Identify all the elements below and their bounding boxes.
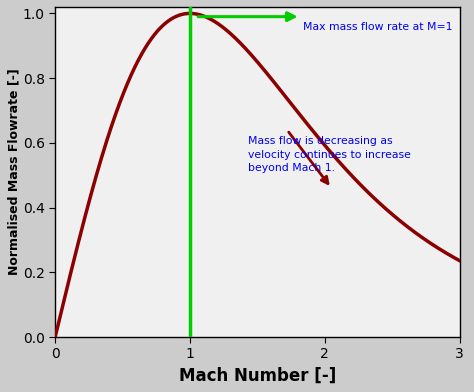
Text: Mass flow is decreasing as
velocity continues to increase
beyond Mach 1.: Mass flow is decreasing as velocity cont… [248,136,411,173]
Text: Max mass flow rate at M=1: Max mass flow rate at M=1 [303,22,453,31]
X-axis label: Mach Number [-]: Mach Number [-] [179,367,336,385]
Y-axis label: Normalised Mass Flowrate [-]: Normalised Mass Flowrate [-] [7,69,20,276]
